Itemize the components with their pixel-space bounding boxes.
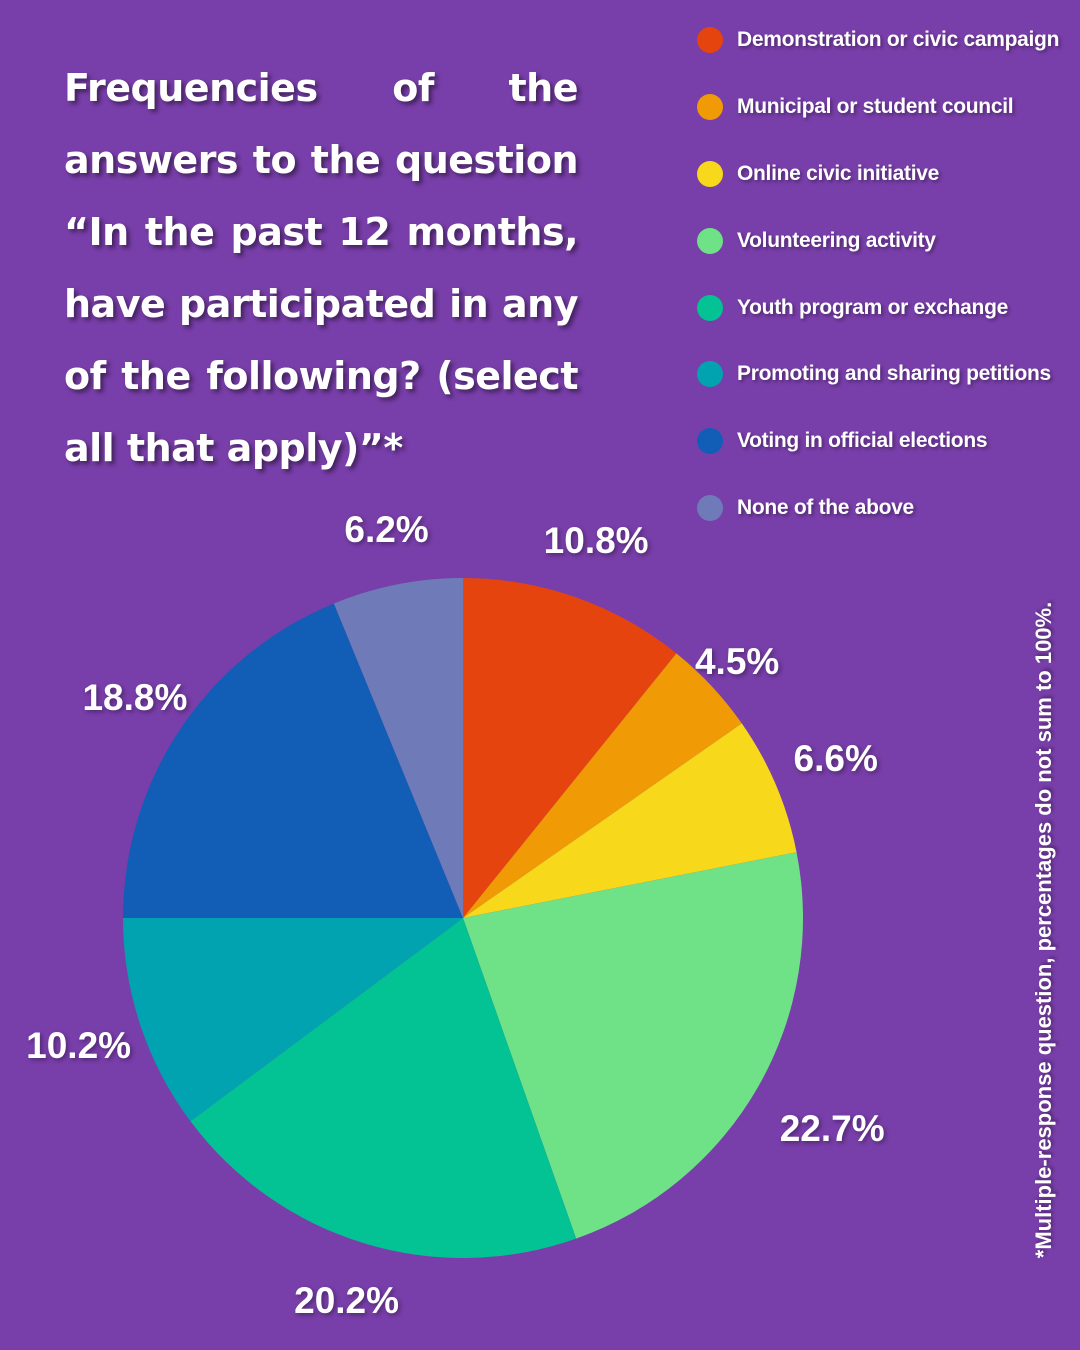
pie-label-none-of-the-above: 6.2% [344, 509, 429, 551]
chart-legend: Demonstration or civic campaign Municipa… [697, 24, 1072, 558]
chart-title: Frequencies of the answers to the questi… [64, 66, 579, 470]
pie-label-voting-in-official-elections: 18.8% [82, 677, 188, 719]
pie-label-volunteering-activity: 22.7% [779, 1107, 885, 1149]
legend-swatch [697, 160, 723, 187]
legend-label: Volunteering activity [737, 228, 936, 252]
pie-slice-volunteering-activity [463, 852, 804, 1239]
pie-label-demonstration-or-civic-campaign: 10.8% [543, 519, 649, 561]
pie-slice-voting-in-official-elections [123, 603, 463, 918]
legend-label: Promoting and sharing petitions [737, 362, 1051, 386]
legend-swatch [697, 361, 723, 388]
pie-slice-municipal-or-student-council [463, 653, 742, 918]
legend-item-youth-program: Youth program or exchange [697, 274, 1072, 341]
legend-label: None of the above [737, 495, 914, 519]
legend-label: Online civic initiative [737, 161, 940, 185]
legend-swatch [697, 27, 723, 54]
pie-slice-demonstration-or-civic-campaign [463, 578, 677, 918]
legend-swatch [697, 428, 723, 455]
legend-item-demonstration: Demonstration or civic campaign [697, 7, 1072, 74]
legend-item-voting: Voting in official elections [697, 408, 1072, 475]
legend-label: Youth program or exchange [737, 295, 1008, 319]
pie-slice-promoting-and-sharing-petitions [123, 918, 463, 1122]
legend-item-volunteering: Volunteering activity [697, 207, 1072, 274]
pie-label-youth-program-or-exchange: 20.2% [294, 1279, 400, 1321]
pie-label-online-civic-initiative: 6.6% [793, 738, 878, 780]
legend-label: Municipal or student council [737, 95, 1014, 119]
legend-item-none: None of the above [697, 475, 1072, 542]
legend-item-petitions: Promoting and sharing petitions [697, 341, 1072, 408]
pie-label-promoting-and-sharing-petitions: 10.2% [26, 1024, 132, 1066]
pie-label-municipal-or-student-council: 4.5% [694, 641, 780, 683]
pie-slice-youth-program-or-exchange [190, 918, 577, 1259]
legend-swatch [697, 494, 723, 521]
legend-label: Voting in official elections [737, 429, 988, 453]
legend-swatch [697, 227, 723, 254]
legend-label: Demonstration or civic campaign [737, 28, 1060, 52]
pie-slice-none-of-the-above [333, 578, 463, 918]
pie-slice-online-civic-initiative [463, 723, 797, 918]
legend-swatch [697, 294, 723, 321]
legend-swatch [697, 94, 723, 121]
legend-item-online-initiative: Online civic initiative [697, 141, 1072, 208]
footnote: *Multiple-response question, percentages… [1031, 601, 1056, 1259]
legend-item-municipal-council: Municipal or student council [697, 74, 1072, 141]
